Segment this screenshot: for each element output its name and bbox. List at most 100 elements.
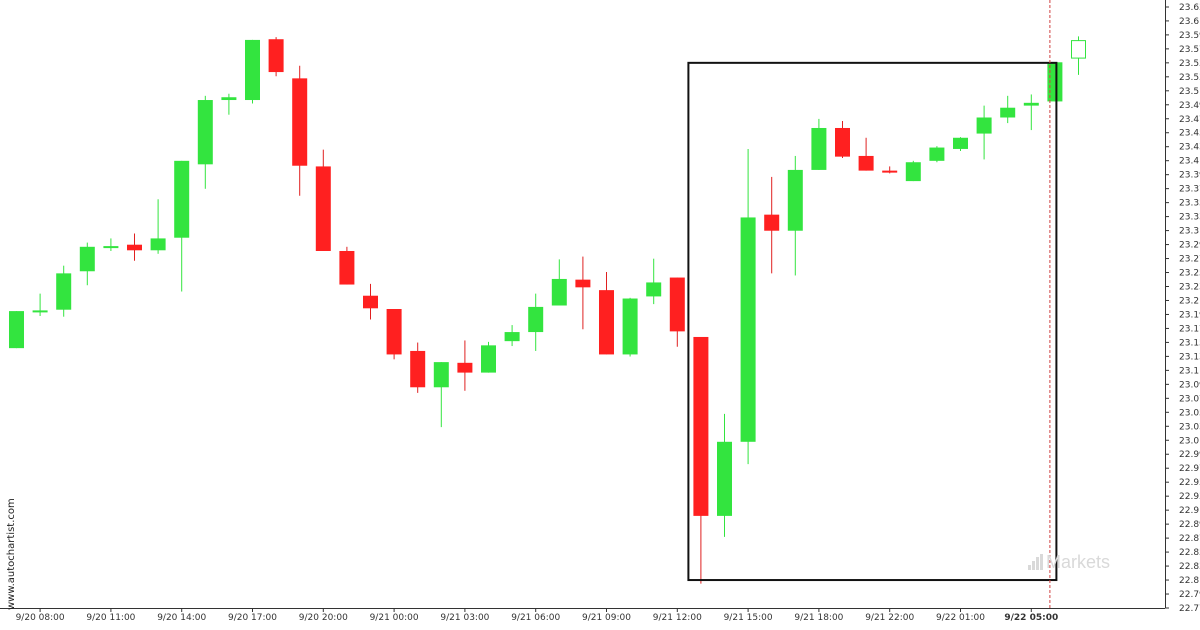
price-axis: 23.6321 23.6122 23.5922 23.5722 23.5522 23.53… xyxy=(1165,0,1200,614)
price-tick: 23.5522 xyxy=(1165,59,1200,69)
time-tick-label: 9/21 18:00 xyxy=(794,613,843,623)
time-tick-label: 9/20 20:00 xyxy=(299,613,348,623)
candle-body xyxy=(457,362,473,373)
price-tick-label: 22.9722 xyxy=(1179,464,1200,474)
bullish-candle xyxy=(150,199,166,254)
price-tick-label: 22.8522 xyxy=(1179,548,1200,558)
candle-body xyxy=(669,277,685,332)
price-tick: 23.3922 xyxy=(1165,171,1200,181)
price-tick-label: 22.8322 xyxy=(1179,562,1200,572)
price-tick-label: 22.8922 xyxy=(1179,520,1200,530)
autochartist-watermark: www.autochartist.com xyxy=(6,430,30,610)
candles-layer xyxy=(9,36,1086,584)
candle-body xyxy=(811,127,827,170)
time-tick: 9/21 22:00 xyxy=(865,608,914,623)
price-tick: 23.6122 xyxy=(1165,17,1200,27)
price-tick: 23.0122 xyxy=(1165,436,1200,446)
price-tick: 23.1722 xyxy=(1165,324,1200,334)
price-tick: 22.7722 xyxy=(1165,604,1200,614)
price-tick-label: 23.5722 xyxy=(1179,45,1200,55)
price-tick: 22.7922 xyxy=(1165,590,1200,600)
bullish-candle xyxy=(551,259,567,306)
time-tick-label: 9/20 17:00 xyxy=(228,613,277,623)
price-tick-label: 23.0122 xyxy=(1179,436,1200,446)
bullish-candle xyxy=(976,105,992,160)
candle-body xyxy=(764,214,780,231)
bullish-candle xyxy=(32,293,48,316)
time-tick: 9/21 15:00 xyxy=(724,608,773,623)
price-tick-label: 23.5522 xyxy=(1179,59,1200,69)
watermark-text: www.autochartist.com xyxy=(6,498,17,610)
bullish-candle xyxy=(504,325,520,347)
time-tick: 9/20 14:00 xyxy=(157,608,206,623)
bearish-candle xyxy=(410,342,426,393)
candle-body xyxy=(1047,62,1063,102)
bearish-candle xyxy=(315,149,331,251)
price-tick-label: 22.8722 xyxy=(1179,534,1200,544)
time-tick: 9/20 11:00 xyxy=(86,608,136,623)
bullish-candle xyxy=(9,311,24,349)
price-tick-label: 23.1122 xyxy=(1179,366,1200,376)
price-tick: 22.9522 xyxy=(1165,478,1200,488)
candle-body xyxy=(858,155,874,171)
candle-body xyxy=(339,250,355,285)
time-axis: 9/20 08:00 9/20 11:00 9/20 14:00 9/20 17:00… xyxy=(0,608,1165,623)
price-tick: 23.6321 xyxy=(1165,3,1200,13)
price-tick: 23.2522 xyxy=(1165,269,1200,279)
bearish-candle xyxy=(386,309,402,360)
price-tick: 23.2722 xyxy=(1165,255,1200,265)
candle-body xyxy=(363,295,378,309)
bearish-candle xyxy=(292,65,308,196)
bullish-candle xyxy=(929,146,945,163)
price-tick: 23.5922 xyxy=(1165,31,1200,41)
candle-body xyxy=(245,39,260,101)
price-tick: 23.1322 xyxy=(1165,352,1200,362)
time-tick-label: 9/22 05:00 xyxy=(1004,613,1058,623)
price-tick: 23.4122 xyxy=(1165,157,1200,167)
price-tick-label: 23.0922 xyxy=(1179,380,1200,390)
price-tick: 23.1922 xyxy=(1165,310,1200,320)
bearish-candle xyxy=(882,166,898,174)
time-tick: 9/22 05:00 xyxy=(1004,608,1058,623)
price-tick-label: 23.5922 xyxy=(1179,31,1200,41)
bullish-candle xyxy=(79,242,95,286)
candle-body xyxy=(504,332,520,342)
price-tick-label: 23.3322 xyxy=(1179,213,1200,223)
time-tick-label: 9/21 06:00 xyxy=(511,613,560,623)
candle-body xyxy=(929,147,945,161)
bullish-candle xyxy=(1000,95,1016,124)
bullish-candle xyxy=(433,362,449,428)
price-tick: 23.1522 xyxy=(1165,338,1200,348)
candle-body xyxy=(1023,102,1039,106)
price-tick-label: 23.3922 xyxy=(1179,171,1200,181)
time-tick: 9/20 08:00 xyxy=(16,608,65,623)
candle-body xyxy=(976,117,992,134)
bullish-candle xyxy=(646,258,662,305)
candle-body xyxy=(9,311,24,349)
bearish-candle xyxy=(127,233,142,261)
price-tick-label: 23.4122 xyxy=(1179,157,1200,167)
time-tick: 9/21 06:00 xyxy=(511,608,560,623)
candle-body xyxy=(32,310,48,313)
price-tick-label: 23.1522 xyxy=(1179,338,1200,348)
bearish-candle xyxy=(693,336,709,584)
candle-body xyxy=(905,162,921,182)
candle-body xyxy=(315,166,331,251)
price-tick: 22.9922 xyxy=(1165,450,1200,460)
bullish-candle xyxy=(197,95,213,189)
candle-body xyxy=(174,160,190,238)
bearish-candle xyxy=(764,176,780,274)
candle-body xyxy=(528,306,544,333)
candle-body xyxy=(622,298,638,355)
price-tick: 23.0922 xyxy=(1165,380,1200,390)
bullish-candle xyxy=(174,160,190,292)
price-tick: 22.8922 xyxy=(1165,520,1200,530)
price-tick-label: 23.5322 xyxy=(1179,73,1200,83)
price-tick-label: 22.9122 xyxy=(1179,506,1200,516)
bearish-candle xyxy=(268,37,284,77)
time-tick: 9/20 20:00 xyxy=(299,608,348,623)
candle-body xyxy=(56,273,72,310)
price-tick-label: 23.6122 xyxy=(1179,17,1200,27)
